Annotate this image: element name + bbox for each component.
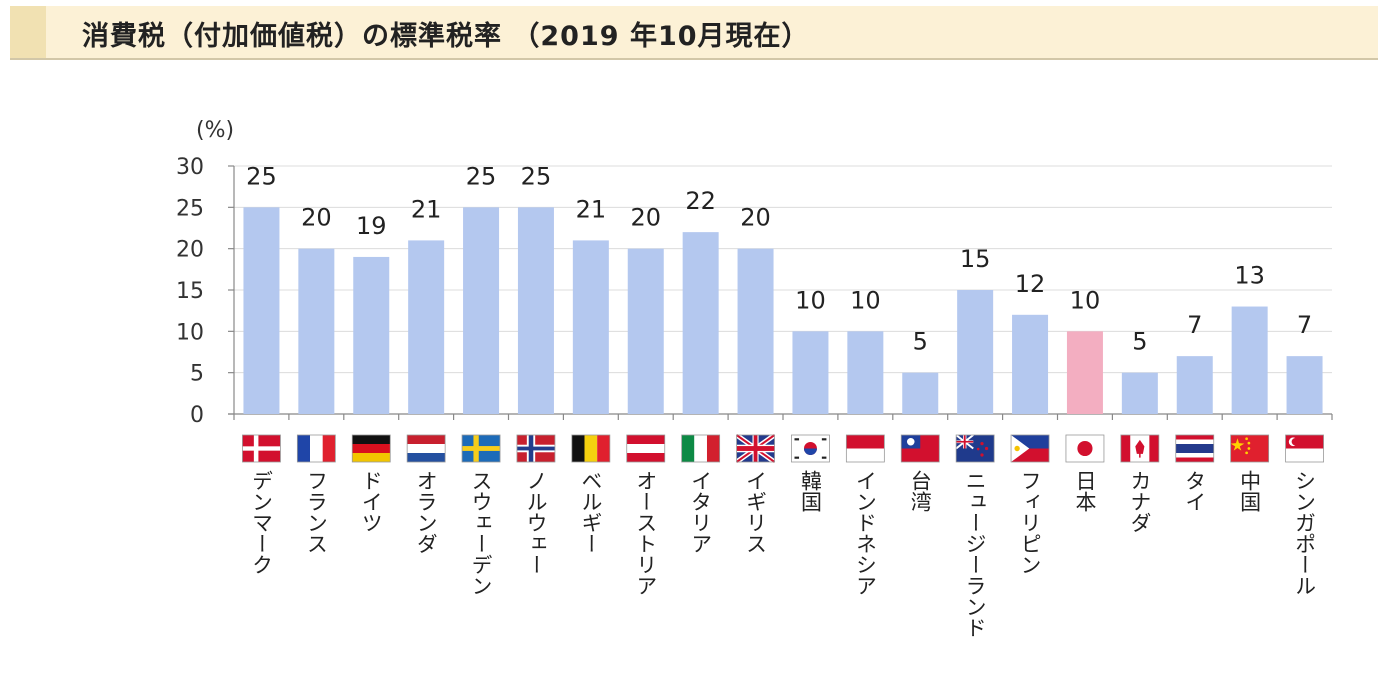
x-tick-label: インドネシア <box>853 470 877 596</box>
y-tick-label: 25 <box>176 196 204 221</box>
data-label: 10 <box>1070 286 1101 314</box>
x-tick-label: ドイツ <box>359 470 383 533</box>
data-label: 5 <box>913 328 928 356</box>
bar <box>847 331 884 414</box>
thailand-flag <box>1175 434 1215 463</box>
title-banner: 消費税（付加価値税）の標準税率 （2019 年10月現在） <box>10 6 1378 60</box>
y-tick-label: 30 <box>176 155 204 180</box>
x-tick-label: 中国 <box>1238 470 1262 512</box>
x-tick-label: イギリス <box>744 470 768 554</box>
bar <box>517 207 554 414</box>
belgium-flag <box>571 434 611 463</box>
x-tick-label: スウェーデン <box>469 470 493 596</box>
x-tick-label: イタリア <box>689 470 713 554</box>
data-label: 12 <box>1015 270 1046 298</box>
data-label: 10 <box>795 286 826 314</box>
x-tick-label: カナダ <box>1128 470 1152 533</box>
bar <box>1066 331 1103 414</box>
data-label: 21 <box>576 195 607 223</box>
data-label: 7 <box>1297 311 1312 339</box>
title-accent <box>10 6 46 58</box>
bar <box>1121 372 1158 414</box>
data-label: 7 <box>1187 311 1202 339</box>
bar <box>353 256 390 414</box>
data-label: 20 <box>740 204 771 232</box>
data-label: 20 <box>630 204 661 232</box>
bar <box>902 372 939 414</box>
y-tick-label: 10 <box>176 320 204 345</box>
data-label: 19 <box>356 212 387 240</box>
bar <box>627 248 664 414</box>
bar <box>1286 356 1323 414</box>
norway-flag <box>516 434 556 463</box>
korea-flag <box>791 434 830 463</box>
japan-flag <box>1065 434 1105 463</box>
singapore-flag <box>1285 434 1324 463</box>
new-zealand-flag <box>955 434 995 463</box>
bar <box>298 248 335 414</box>
x-tick-label: フィリピン <box>1018 470 1042 575</box>
data-label: 25 <box>246 162 277 190</box>
x-tick-label: デンマーク <box>249 470 273 575</box>
canada-flag <box>1120 434 1160 463</box>
data-label: 22 <box>685 187 716 215</box>
x-tick-label: ベルギー <box>579 470 603 554</box>
netherlands-flag <box>406 434 446 463</box>
italy-flag <box>681 434 721 463</box>
bar <box>463 207 500 414</box>
bar <box>737 248 774 414</box>
bar <box>1231 306 1268 414</box>
x-tick-label: ノルウェー <box>524 470 548 575</box>
x-tick-label: タイ <box>1183 470 1207 512</box>
x-tick-label: 台湾 <box>908 470 932 512</box>
bar <box>1012 314 1049 414</box>
y-axis-unit: (%) <box>196 118 234 143</box>
data-label: 15 <box>960 245 991 273</box>
x-tick-label: 韓国 <box>798 470 822 512</box>
y-tick-label: 15 <box>176 279 204 304</box>
philippines-flag <box>1010 434 1050 463</box>
x-tick-label: ニュージーランド <box>963 470 987 638</box>
x-tick-label: オランダ <box>414 470 438 554</box>
y-tick-label: 5 <box>190 362 204 387</box>
bar <box>572 240 609 414</box>
bar <box>957 290 994 414</box>
data-label: 13 <box>1234 262 1265 290</box>
china-flag <box>1230 434 1270 463</box>
data-label: 25 <box>466 162 497 190</box>
x-tick-label: 日本 <box>1073 470 1097 512</box>
bar <box>792 331 829 414</box>
france-flag <box>296 434 336 463</box>
bar <box>408 240 445 414</box>
uk-flag <box>735 432 776 465</box>
x-tick-label: シンガポール <box>1293 470 1317 596</box>
data-label: 21 <box>411 195 442 223</box>
x-tick-label: フランス <box>304 470 328 554</box>
austria-flag <box>626 434 666 463</box>
y-tick-label: 20 <box>176 238 204 263</box>
sweden-flag <box>461 434 501 463</box>
data-label: 20 <box>301 204 332 232</box>
denmark-flag <box>242 434 281 463</box>
bar <box>243 207 280 414</box>
taiwan-flag <box>900 434 940 463</box>
y-tick-label: 0 <box>190 403 204 428</box>
germany-flag <box>351 434 391 463</box>
bar <box>1176 356 1213 414</box>
x-tick-label: オーストリア <box>634 470 658 596</box>
data-label: 10 <box>850 286 881 314</box>
data-label: 25 <box>521 162 552 190</box>
page-title: 消費税（付加価値税）の標準税率 （2019 年10月現在） <box>82 21 810 52</box>
indonesia-flag <box>845 434 885 463</box>
data-label: 5 <box>1132 328 1147 356</box>
bar <box>682 232 719 414</box>
